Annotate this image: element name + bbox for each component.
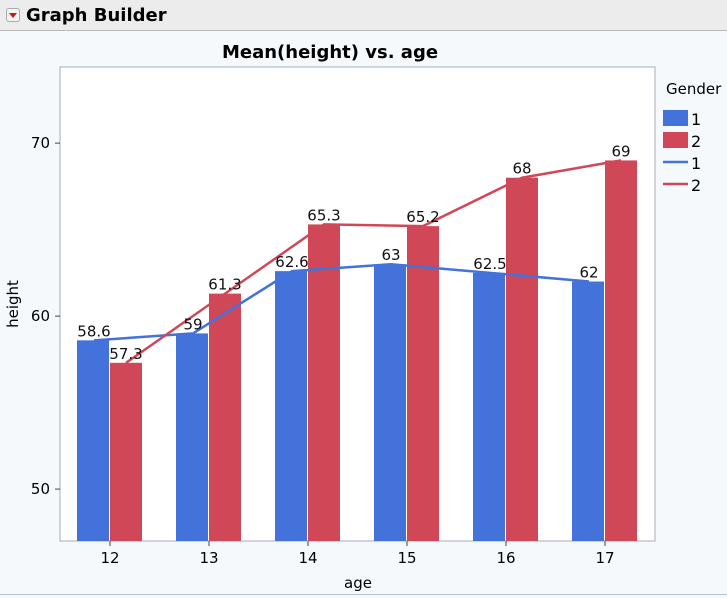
legend-label: 2 xyxy=(691,176,701,195)
legend: 1 2 1 2 xyxy=(663,110,701,195)
data-label: 63 xyxy=(381,246,400,264)
y-tick-label: 70 xyxy=(31,134,50,152)
mean-line-gender-1 xyxy=(93,262,590,342)
x-tick-label: 15 xyxy=(397,549,416,567)
data-label: 62.6 xyxy=(275,253,308,271)
graph-builder-title: Graph Builder xyxy=(26,5,167,26)
bar-gender-2 xyxy=(605,160,637,541)
data-label: 61.3 xyxy=(208,276,241,294)
x-axis-label: age xyxy=(344,574,372,592)
graph-builder-header: Graph Builder xyxy=(0,0,727,31)
legend-label: 1 xyxy=(691,154,701,173)
bar-gender-1 xyxy=(176,333,208,541)
legend-swatch-bar xyxy=(663,110,688,126)
bar-gender-2 xyxy=(110,362,142,541)
data-label: 65.3 xyxy=(307,206,340,224)
x-tick-label: 16 xyxy=(496,549,515,567)
bar-gender-2 xyxy=(308,224,340,542)
x-tick-label: 12 xyxy=(100,549,119,567)
bar-gender-1 xyxy=(374,264,406,541)
legend-title: Gender xyxy=(666,80,722,98)
chart-title: Mean(height) vs. age xyxy=(222,42,438,63)
y-tick-label: 60 xyxy=(31,307,50,325)
data-label: 65.2 xyxy=(406,208,439,226)
bar-gender-1 xyxy=(77,340,109,541)
data-label: 69 xyxy=(611,142,630,160)
data-label: 57.3 xyxy=(109,345,142,363)
data-label: 62.5 xyxy=(473,255,506,273)
data-label: 59 xyxy=(183,315,202,333)
x-tick-label: 17 xyxy=(595,549,614,567)
bar-gender-2 xyxy=(407,226,439,541)
bar-gender-1 xyxy=(275,271,307,541)
x-tick-label: 14 xyxy=(298,549,317,567)
data-label: 62 xyxy=(579,264,598,282)
red-triangle-menu-icon[interactable] xyxy=(6,8,20,22)
x-tick-label: 13 xyxy=(199,549,218,567)
data-label: 68 xyxy=(512,160,531,178)
data-label: 58.6 xyxy=(77,322,110,340)
divider xyxy=(0,594,727,595)
legend-label: 2 xyxy=(691,132,701,151)
bar-gender-2 xyxy=(209,293,241,541)
legend-label: 1 xyxy=(691,110,701,129)
bar-gender-2 xyxy=(506,177,538,541)
bar-gender-1 xyxy=(473,272,505,541)
y-tick-label: 50 xyxy=(31,480,50,498)
legend-swatch-bar xyxy=(663,132,688,148)
mean-line-gender-2 xyxy=(125,159,622,364)
bar-gender-1 xyxy=(572,281,604,541)
plot-area xyxy=(59,66,656,542)
y-axis-label: height xyxy=(4,280,22,328)
